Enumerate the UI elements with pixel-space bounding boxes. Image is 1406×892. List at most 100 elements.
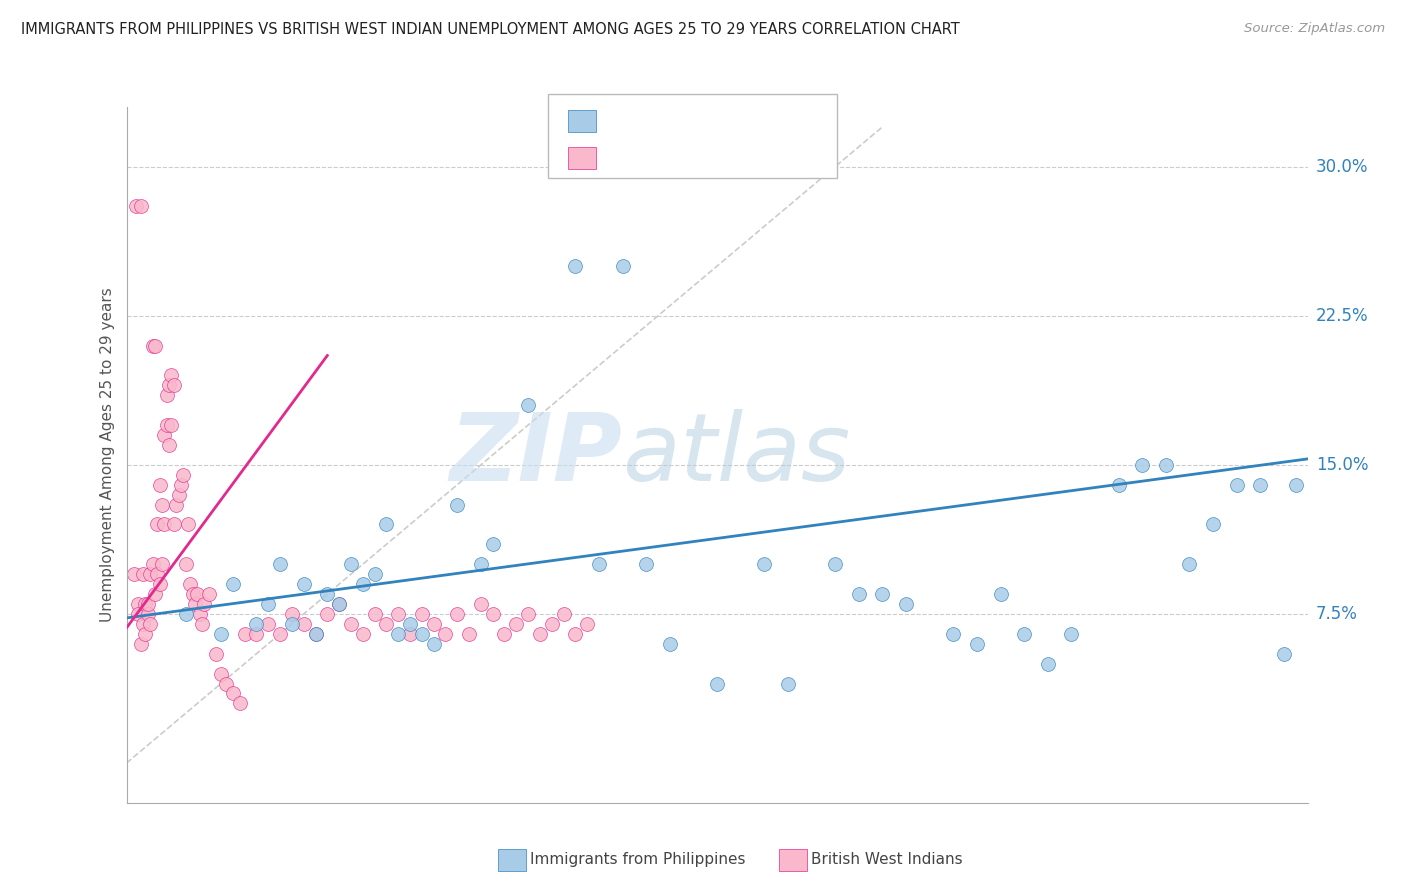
Point	[222, 686, 245, 700]
Point	[205, 647, 228, 661]
Point	[160, 418, 183, 433]
Point	[141, 558, 163, 572]
Point	[399, 627, 422, 641]
Point	[174, 558, 197, 572]
Text: R =: R =	[603, 148, 643, 166]
Point	[245, 616, 267, 631]
Text: 15.0%: 15.0%	[1316, 456, 1368, 474]
Point	[153, 428, 176, 442]
Y-axis label: Unemployment Among Ages 25 to 29 years: Unemployment Among Ages 25 to 29 years	[100, 287, 115, 623]
Point	[422, 637, 444, 651]
Point	[754, 558, 776, 572]
Text: 0.288: 0.288	[643, 112, 700, 130]
Point	[399, 616, 422, 631]
Point	[470, 558, 492, 572]
Point	[233, 627, 256, 641]
Point	[894, 597, 917, 611]
Point	[132, 616, 155, 631]
Text: 7.5%: 7.5%	[1316, 605, 1358, 623]
Text: 0.358: 0.358	[643, 148, 700, 166]
Point	[174, 607, 197, 621]
Point	[125, 199, 148, 213]
Point	[387, 627, 409, 641]
Point	[1012, 627, 1035, 641]
Point	[588, 558, 610, 572]
Point	[576, 616, 599, 631]
Point	[160, 368, 183, 383]
Point	[136, 597, 159, 611]
Text: Source: ZipAtlas.com: Source: ZipAtlas.com	[1244, 22, 1385, 36]
Point	[1249, 477, 1271, 491]
Point	[387, 607, 409, 621]
Point	[132, 567, 155, 582]
Point	[139, 616, 162, 631]
Point	[129, 637, 152, 651]
Point	[564, 627, 586, 641]
Text: Immigrants from Philippines: Immigrants from Philippines	[530, 853, 745, 867]
Point	[1036, 657, 1059, 671]
Point	[1178, 558, 1201, 572]
Point	[156, 418, 179, 433]
Point	[481, 537, 503, 551]
Point	[636, 558, 658, 572]
Point	[146, 567, 169, 582]
Point	[848, 587, 870, 601]
Point	[191, 616, 214, 631]
Point	[942, 627, 965, 641]
Point	[143, 338, 166, 352]
Point	[257, 616, 280, 631]
Point	[122, 567, 145, 582]
Point	[458, 627, 481, 641]
Point	[316, 587, 339, 601]
Text: 83: 83	[740, 148, 765, 166]
Point	[872, 587, 894, 601]
Point	[304, 627, 326, 641]
Point	[363, 607, 385, 621]
Point	[966, 637, 988, 651]
Point	[494, 627, 516, 641]
Point	[411, 627, 433, 641]
Point	[340, 558, 363, 572]
Point	[127, 597, 149, 611]
Point	[990, 587, 1012, 601]
Point	[1108, 477, 1130, 491]
Point	[146, 517, 169, 532]
Point	[245, 627, 267, 641]
Point	[177, 517, 200, 532]
Point	[179, 577, 201, 591]
Point	[181, 587, 204, 601]
Point	[136, 607, 159, 621]
Point	[139, 567, 162, 582]
Point	[157, 438, 180, 452]
Point	[150, 558, 173, 572]
Point	[198, 587, 221, 601]
Point	[1202, 517, 1225, 532]
Point	[1272, 647, 1295, 661]
Point	[153, 517, 176, 532]
Point	[612, 259, 634, 273]
Point	[434, 627, 457, 641]
Point	[269, 627, 291, 641]
Point	[229, 697, 252, 711]
Point	[304, 627, 326, 641]
Point	[1130, 458, 1153, 472]
Point	[706, 676, 728, 690]
Point	[375, 517, 398, 532]
Point	[540, 616, 562, 631]
Point	[167, 488, 190, 502]
Point	[553, 607, 575, 621]
Point	[292, 616, 315, 631]
Point	[186, 587, 208, 601]
Point	[505, 616, 527, 631]
Point	[150, 498, 173, 512]
Text: R =: R =	[603, 112, 643, 130]
Point	[149, 477, 172, 491]
Point	[163, 378, 186, 392]
Point	[470, 597, 492, 611]
Point	[375, 616, 398, 631]
Point	[328, 597, 350, 611]
Point	[163, 517, 186, 532]
Point	[188, 607, 211, 621]
Point	[209, 627, 232, 641]
Point	[184, 597, 207, 611]
